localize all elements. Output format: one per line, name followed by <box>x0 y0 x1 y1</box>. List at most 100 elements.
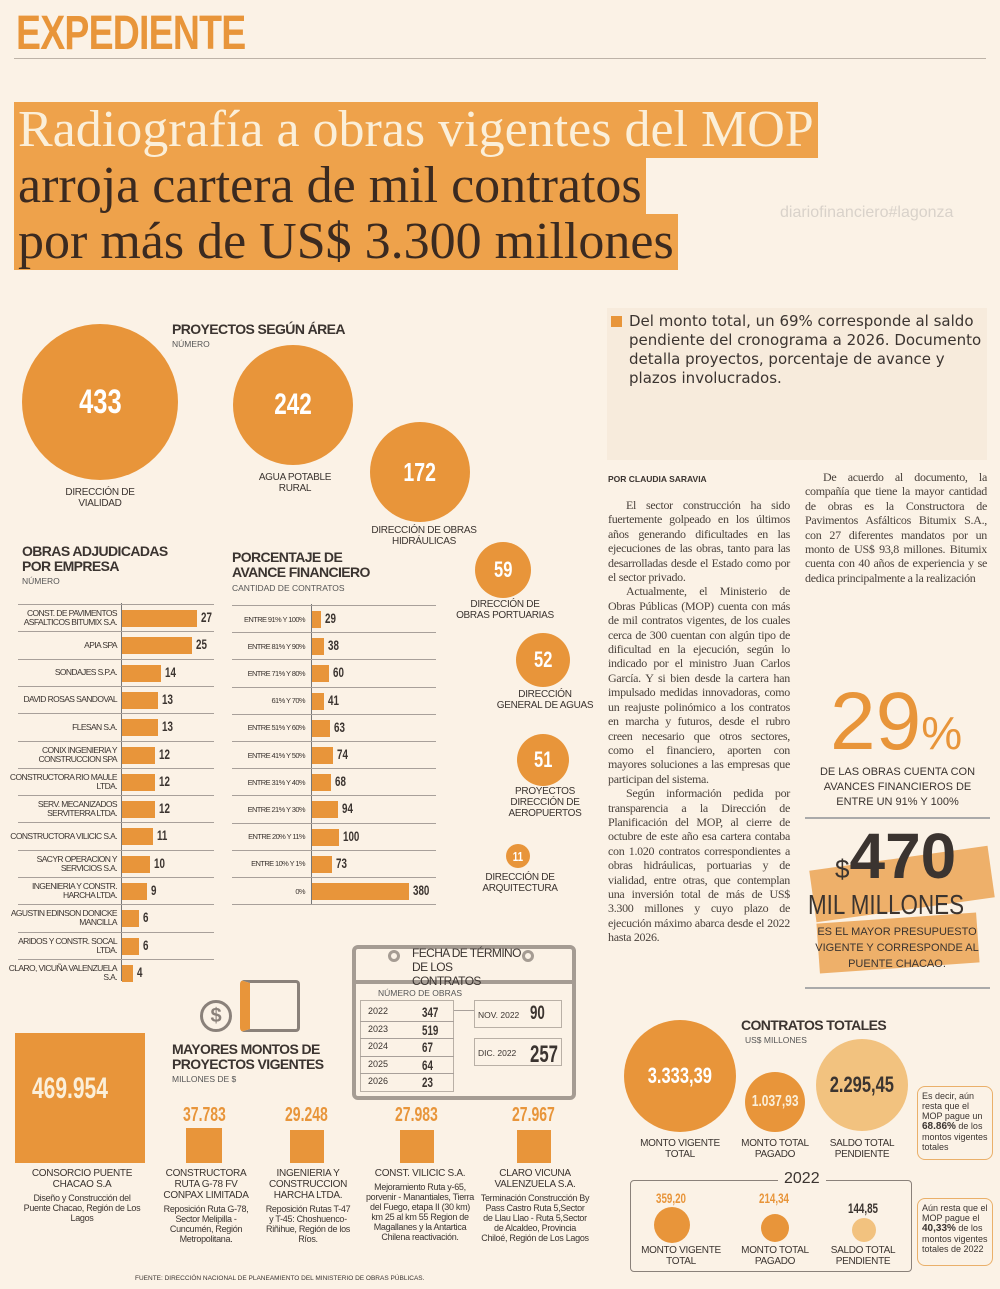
company-value: 27 <box>201 609 212 625</box>
company-value: 6 <box>142 909 149 926</box>
company-value: 12 <box>159 772 171 789</box>
area-value: 433 <box>78 382 122 421</box>
areas-title: PROYECTOS SEGÚN ÁREA <box>172 321 345 337</box>
year-label: MONTO TOTAL PAGADO <box>741 1245 809 1267</box>
total-value: 3.333,39 <box>647 1063 713 1088</box>
company-label: CONST. DE PAVIMENTOS ASFALTICOS BITUMIX … <box>23 608 118 627</box>
year-value: 144,85 <box>848 1200 878 1216</box>
company-label: DAVID ROSAS SANDOVAL <box>23 694 118 705</box>
section-label: EXPEDIENTE <box>16 7 246 60</box>
divider <box>352 980 576 984</box>
totales-title: CONTRATOS TOTALES <box>741 1017 887 1033</box>
square-bullet-icon <box>611 316 622 327</box>
area-label: DIRECCIÓN DE OBRAS HIDRÁULICAS <box>371 525 477 547</box>
area-label: DIRECCIÓN DE OBRAS PORTUARIAS <box>456 599 554 621</box>
company-bar <box>122 664 161 682</box>
paragraph: El sector construcción ha sido fuertemen… <box>608 498 790 585</box>
gridline <box>18 767 214 769</box>
note-bubble-2022: Aún resta que el MOP pague el 40,33% de … <box>917 1198 993 1266</box>
avance-value: 380 <box>413 882 430 898</box>
company-name: CONSORCIO PUENTE CHACAO S.A <box>31 1168 133 1190</box>
gridline <box>18 658 214 660</box>
gridline <box>232 849 436 851</box>
company-name: CONSTRUCTORA RUTA G-78 FV CONPAX LIMITAD… <box>163 1168 249 1201</box>
companies-subtitle: NÚMERO <box>22 576 60 586</box>
company-name: INGENIERIA Y CONSTRUCCION HARCHA LTDA. <box>268 1168 348 1201</box>
amount-value: 37.783 <box>183 1104 226 1126</box>
avance-bar <box>312 611 322 628</box>
lead-text: Del monto total, un 69% corresponde al s… <box>629 312 982 387</box>
company-bar <box>122 964 134 982</box>
companies-title: OBRAS ADJUDICADAS POR EMPRESA <box>22 543 168 574</box>
row-divider <box>360 1020 454 1022</box>
area-label: DIRECCIÓN GENERAL DE AGUAS <box>496 689 594 711</box>
company-label: CONSTRUCTORA RIO MAULE LTDA. <box>9 771 118 791</box>
stat-29-text: DE LAS OBRAS CUENTA CON AVANCES FINANCIE… <box>819 766 976 808</box>
row-divider <box>360 1055 454 1057</box>
amount-value: 27.983 <box>395 1104 438 1126</box>
amount-bar <box>517 1130 551 1163</box>
avance-title: PORCENTAJE DE AVANCE FINANCIERO <box>232 549 370 580</box>
avance-bar <box>312 774 331 792</box>
area-label: AGUA POTABLE RURAL <box>258 472 332 494</box>
company-name: CONST. VILICIC S.A. <box>374 1168 466 1179</box>
stat-470-text: ES EL MAYOR PRESUPUESTO VIGENTE Y CORRES… <box>815 926 979 970</box>
avance-value: 94 <box>341 800 353 817</box>
area-label: PROYECTOS DIRECCIÓN DE AEROPUERTOS <box>508 786 582 819</box>
avance-value: 41 <box>328 691 340 708</box>
gridline <box>232 713 436 715</box>
company-bar <box>122 883 148 900</box>
dollar-icon: $ <box>200 1000 232 1032</box>
avance-bar <box>312 665 329 683</box>
company-bar <box>122 719 159 737</box>
company-label: CONSTRUCTORA VILICIC S.A. <box>10 830 117 841</box>
axis-line <box>311 604 312 904</box>
total-label: SALDO TOTAL PENDIENTE <box>829 1138 895 1160</box>
year-value: 519 <box>422 1021 439 1038</box>
gridline <box>18 604 214 605</box>
montos-title: MAYORES MONTOS DE PROYECTOS VIGENTES <box>172 1041 324 1072</box>
area-value: 11 <box>512 848 524 864</box>
calendar-ring-icon <box>388 950 400 962</box>
company-bar <box>122 773 156 791</box>
avance-label: ENTRE 71% Y 80% <box>247 668 306 678</box>
fecha-subtitle: NÚMERO DE OBRAS <box>378 988 463 998</box>
area-bubble: 172 <box>370 422 470 522</box>
gridline <box>232 795 436 797</box>
avance-value: 74 <box>336 746 348 762</box>
company-value: 9 <box>151 882 157 898</box>
total-bubble: 3.333,39 <box>624 1020 736 1132</box>
gridline <box>232 822 436 824</box>
gridline <box>232 605 436 606</box>
company-label: SONDAJES S.P.A. <box>54 667 118 678</box>
gridline <box>232 686 436 688</box>
project-description: Terminación Construcción By Pass Castro … <box>480 1193 590 1243</box>
company-bar <box>122 828 153 846</box>
total-bubble: 2.295,45 <box>816 1039 908 1131</box>
gridline <box>18 685 214 687</box>
year-label: MONTO VIGENTE TOTAL <box>641 1245 721 1267</box>
company-label: ARIDOS Y CONSTR. SOCAL LTDA. <box>18 935 118 955</box>
area-bubble: 51 <box>517 734 569 786</box>
company-value: 4 <box>137 963 143 980</box>
divider <box>805 817 990 819</box>
avance-label: ENTRE 21% Y 30% <box>247 804 306 814</box>
year-bubble <box>852 1218 876 1242</box>
company-label: CONIX INGENIERIA Y CONSTRUCCION SPA <box>38 744 117 764</box>
avance-value: 29 <box>325 610 337 626</box>
amount-bar <box>186 1128 222 1163</box>
area-value: 242 <box>274 388 312 421</box>
blueprint-icon <box>240 980 300 1032</box>
avance-bar <box>312 801 338 819</box>
area-label: DIRECCIÓN DE VIALIDAD <box>65 487 135 509</box>
article-col-2: De acuerdo al documento, la compañía que… <box>805 470 987 585</box>
area-bubble: 11 <box>506 844 530 868</box>
gridline <box>18 795 214 797</box>
company-bar <box>122 691 159 709</box>
company-bar <box>122 610 198 627</box>
company-bar <box>122 855 150 873</box>
stat-470-unit: MIL MILLONES <box>808 889 965 920</box>
project-column: CONSORCIO PUENTE CHACAO S.A Diseño y Cons… <box>22 1168 142 1223</box>
company-bar <box>122 801 156 819</box>
company-label: SERV. MECANIZADOS SERVITERRA LTDA. <box>37 799 118 819</box>
